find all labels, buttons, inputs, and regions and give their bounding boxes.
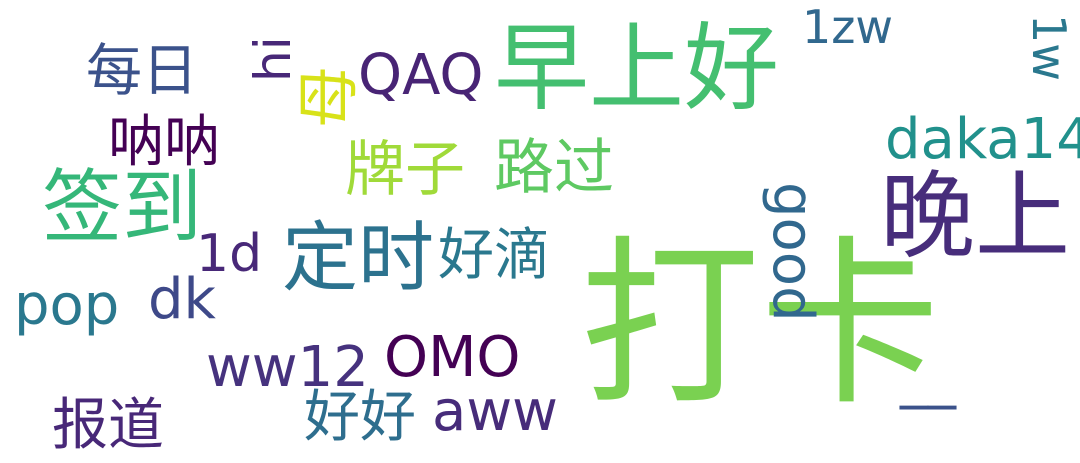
- word-1w: 1w: [1022, 14, 1076, 81]
- word-haodi: 好滴: [438, 223, 550, 288]
- word-1zw: 1zw: [802, 0, 894, 54]
- word-nana: 呐呐: [108, 110, 220, 175]
- word-daka: 打卡: [580, 221, 941, 430]
- word-underscore: __: [900, 345, 956, 410]
- word-signin: 签到: [42, 161, 202, 254]
- word-omo: OMO: [384, 325, 521, 390]
- word-qaq: QAQ: [358, 43, 484, 108]
- word-pop: pop: [14, 273, 120, 338]
- word-dk: dk: [148, 267, 216, 332]
- word-timing: 定时: [282, 213, 434, 302]
- word-hi: hi: [244, 36, 302, 82]
- word-evening: 晚上: [880, 162, 1071, 272]
- word-ww12: ww12: [206, 335, 369, 400]
- word-daily: 每日: [86, 39, 198, 104]
- word-daka14: daka14: [885, 107, 1080, 172]
- word-badge: 牌子: [345, 135, 465, 205]
- word-report: 报道: [52, 393, 164, 458]
- word-mu: 母: [292, 65, 365, 128]
- word-morning: 早上好: [494, 14, 780, 124]
- word-haohao: 好好: [304, 385, 416, 450]
- word-aww: aww: [432, 379, 558, 444]
- word-good: good: [760, 182, 825, 322]
- word-passing: 路过: [494, 133, 614, 203]
- word-1d: 1d: [196, 224, 263, 284]
